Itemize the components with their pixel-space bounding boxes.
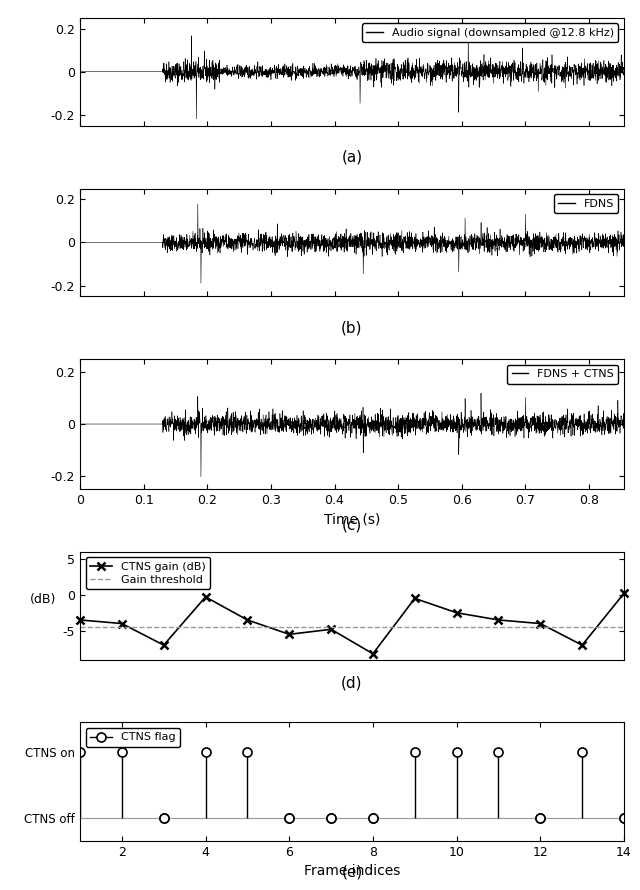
Legend: Audio signal (downsampled @12.8 kHz): Audio signal (downsampled @12.8 kHz) <box>362 23 618 42</box>
Y-axis label: (dB): (dB) <box>30 593 56 605</box>
Text: (b): (b) <box>341 320 363 336</box>
Legend: FDNS + CTNS: FDNS + CTNS <box>508 365 618 384</box>
X-axis label: Frame indices: Frame indices <box>304 864 400 878</box>
Text: (a): (a) <box>341 150 363 165</box>
Legend: FDNS: FDNS <box>554 194 618 213</box>
Legend: CTNS flag: CTNS flag <box>86 728 180 747</box>
X-axis label: Time (s): Time (s) <box>324 512 380 526</box>
Legend: CTNS gain (dB), Gain threshold: CTNS gain (dB), Gain threshold <box>86 557 211 589</box>
Text: (d): (d) <box>341 676 363 691</box>
Text: (e): (e) <box>341 865 363 880</box>
Text: (c): (c) <box>342 517 362 532</box>
